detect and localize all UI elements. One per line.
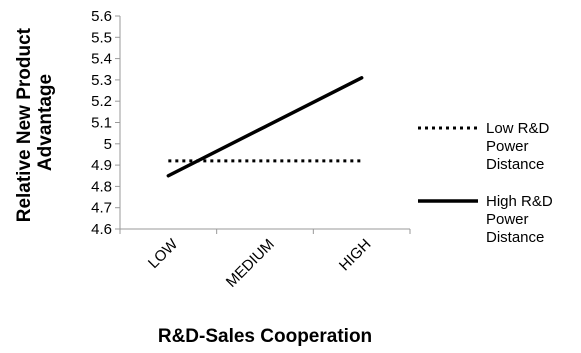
- legend-label-line: Power: [486, 211, 529, 228]
- y-tick-label: 5.1: [91, 115, 112, 132]
- x-axis-title: R&D-Sales Cooperation: [158, 326, 372, 347]
- legend-label-line: Power: [486, 138, 529, 155]
- y-tick-label: 4.6: [91, 221, 112, 238]
- x-tick-label: HIGH: [336, 236, 375, 275]
- y-tick-label: 5.4: [91, 51, 112, 68]
- y-tick-label: 5: [104, 136, 112, 153]
- series-lines: [166, 76, 364, 178]
- legend-label-line: Low R&D: [486, 120, 550, 137]
- legend-label-line: Distance: [486, 229, 544, 246]
- y-tick-label: 4.9: [91, 157, 112, 174]
- y-axis-title: Relative New Product Advantage: [14, 23, 56, 223]
- y-tick-label: 5.5: [91, 29, 112, 46]
- y-axis-title-line-1: Relative New Product: [14, 27, 35, 222]
- y-axis-title-line-2: Advantage: [35, 74, 56, 171]
- y-tick-label: 4.8: [91, 178, 112, 195]
- y-tick-labels: 4.6 4.7 4.8 4.9 5 5.1 5.2 5.3 5.4 5.5 5.6: [91, 8, 120, 238]
- x-tick-label: MEDIUM: [223, 236, 278, 291]
- y-tick-label: 5.6: [91, 8, 112, 25]
- y-tick-label: 4.7: [91, 200, 112, 217]
- series-line-high-rd-power-distance: [166, 76, 364, 178]
- y-tick-label: 5.2: [91, 93, 112, 110]
- x-tick-labels: LOW MEDIUM HIGH: [119, 229, 411, 291]
- legend-label-line: High R&D: [486, 193, 553, 210]
- y-tick-label: 5.3: [91, 72, 112, 89]
- legend-label: Low R&D Power Distance: [486, 120, 550, 173]
- x-tick-label: LOW: [145, 235, 182, 272]
- legend-label-line: Distance: [486, 156, 544, 173]
- legend-label: High R&D Power Distance: [486, 193, 553, 246]
